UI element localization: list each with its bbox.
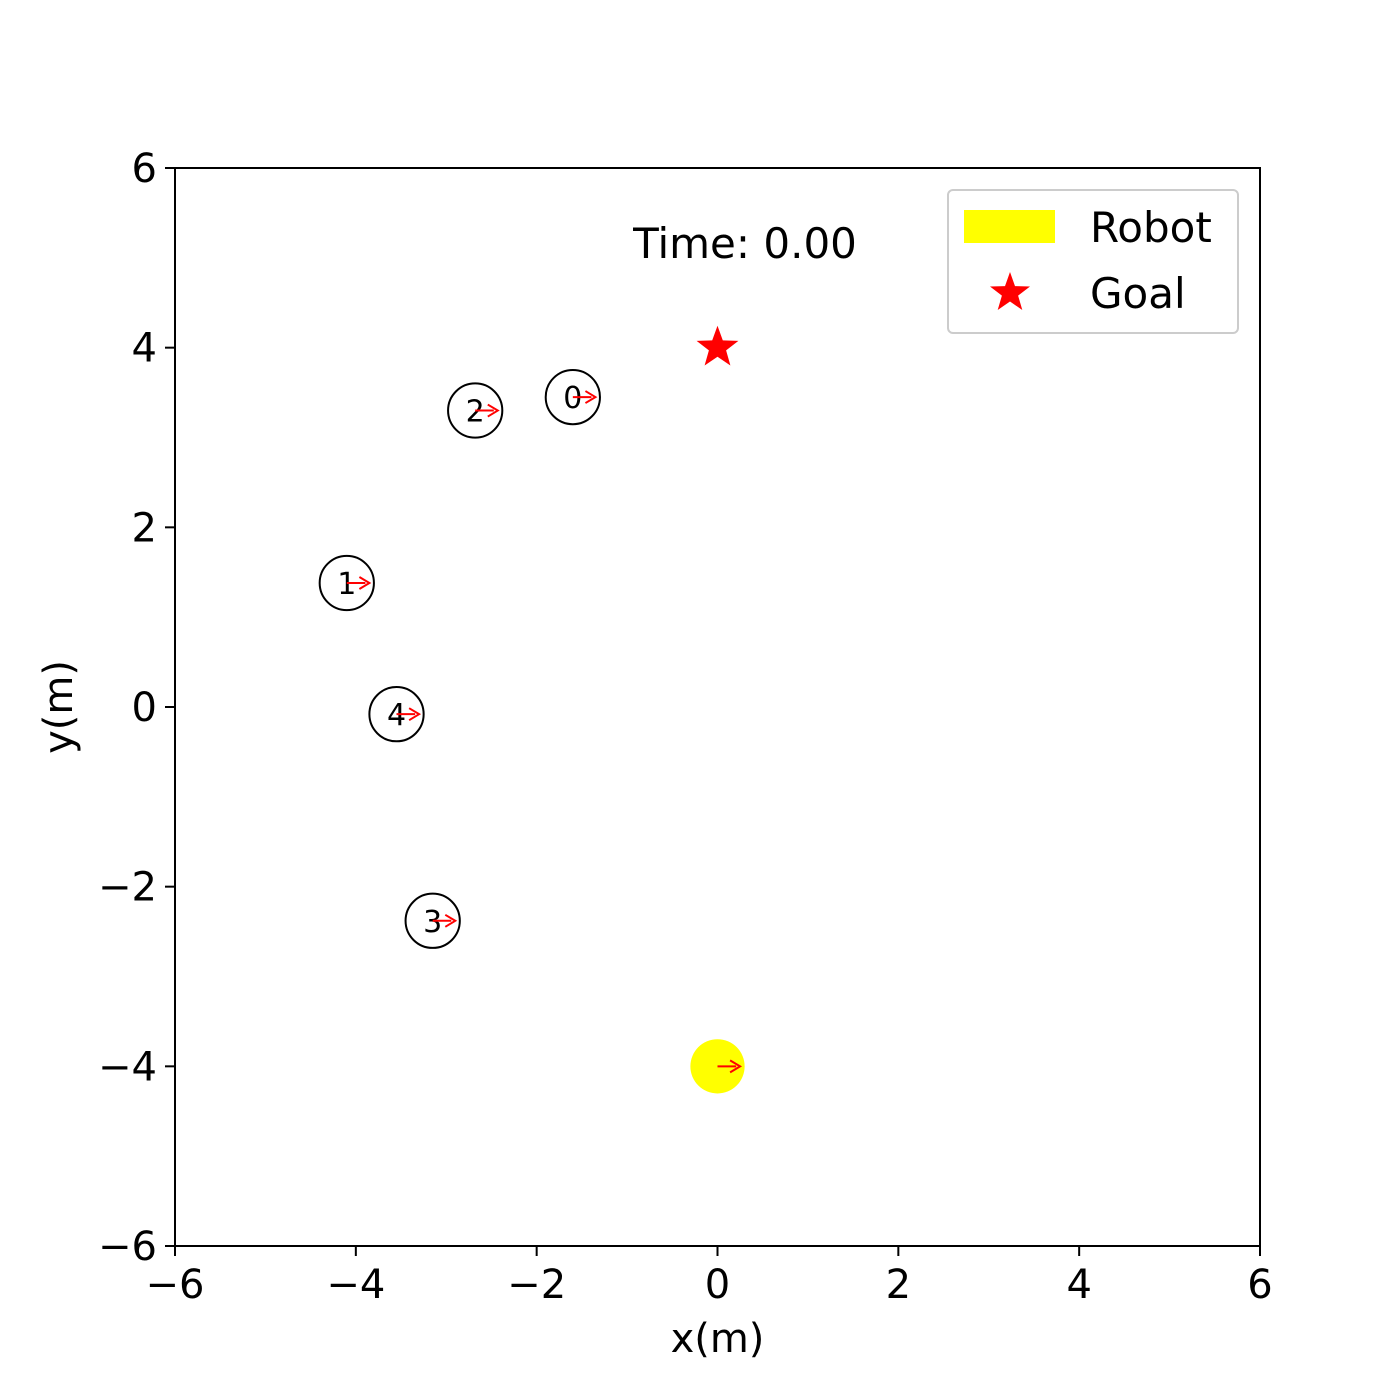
goal-star: [696, 325, 739, 366]
robot-heading-arrow: [717, 1059, 743, 1074]
x-tick-label: −2: [507, 1262, 566, 1308]
y-axis-label: y(m): [36, 660, 82, 754]
human-label-1: 1: [337, 567, 356, 602]
human-heading-arrow-0: [572, 390, 598, 404]
human-label-2: 2: [466, 395, 485, 430]
y-tick-label: −4: [98, 1044, 157, 1090]
human-label-3: 3: [423, 905, 442, 940]
legend-label-goal: Goal: [1090, 269, 1186, 318]
legend: Robot Goal: [947, 189, 1239, 334]
x-tick-label: 0: [705, 1262, 730, 1308]
human-circle-4: [368, 686, 425, 743]
legend-label-robot: Robot: [1090, 203, 1212, 252]
x-tick-label: −6: [146, 1262, 205, 1308]
human-heading-arrow-1: [346, 576, 372, 590]
human-circle-0: [544, 368, 601, 426]
x-tick-label: 2: [886, 1262, 911, 1308]
x-tick-label: 6: [1247, 1262, 1272, 1308]
legend-goal-star: [990, 272, 1030, 310]
ticks: −6 −4 −2 0 2 4 6 −6 −4 −2 0 2 4 6: [98, 146, 1273, 1308]
human-label-4: 4: [387, 698, 406, 733]
human-heading-arrow-3-head: [444, 913, 458, 928]
human-heading-arrow-1-head: [358, 576, 372, 590]
y-tick-label: 6: [132, 146, 157, 192]
legend-robot-swatch: [964, 210, 1055, 243]
y-tick-label: −6: [98, 1224, 157, 1270]
human-heading-arrow-0-head: [584, 390, 598, 404]
y-tick-label: 4: [132, 326, 157, 372]
human-heading-arrow-2: [475, 403, 500, 418]
y-tick-label: −2: [98, 865, 157, 911]
robot-heading-arrow-head: [729, 1059, 743, 1074]
time-text: Time: 0.00: [632, 219, 857, 268]
human-label-0: 0: [563, 381, 582, 416]
human-circle-2: [447, 382, 504, 439]
human-circle-3: [404, 892, 461, 949]
human-circle-1: [318, 554, 375, 612]
human-heading-arrow-4-head: [408, 707, 422, 722]
human-heading-arrow-2-head: [487, 403, 500, 418]
x-axis-label: x(m): [671, 1316, 765, 1362]
x-tick-label: 4: [1066, 1262, 1091, 1308]
x-tick-label: −4: [326, 1262, 385, 1308]
y-tick-label: 0: [132, 685, 157, 731]
y-tick-label: 2: [132, 505, 157, 551]
plot-marks: 0 1 2 3 4: [318, 325, 745, 1094]
human-heading-arrow-4: [396, 707, 422, 722]
human-heading-arrow-3: [432, 913, 458, 928]
